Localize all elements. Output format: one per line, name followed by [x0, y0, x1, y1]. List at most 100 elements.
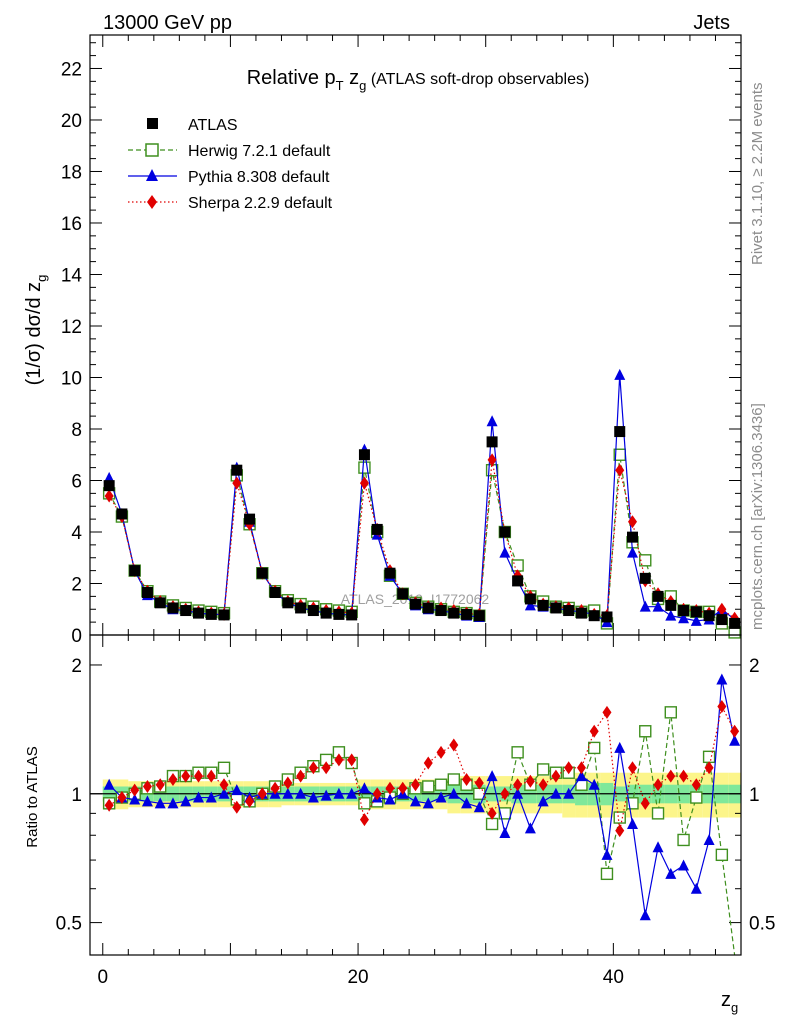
ratio-point — [691, 778, 701, 792]
ratio-point — [447, 773, 460, 786]
series-line-ratio — [108, 704, 736, 831]
ratio-point — [117, 791, 127, 805]
data-point — [486, 415, 498, 427]
ratio-point — [398, 781, 408, 795]
ratio-point — [551, 769, 561, 783]
ratio-point — [690, 882, 702, 894]
legend-item-pythia: Pythia 8.308 default — [128, 169, 330, 186]
legend-marker-atlas — [147, 118, 158, 129]
ratio-point — [193, 791, 204, 803]
data-point — [307, 605, 319, 617]
ratio-point — [435, 791, 447, 803]
ratio-point — [602, 705, 612, 719]
data-point — [678, 605, 690, 617]
ratio-point — [500, 787, 510, 801]
data-point — [601, 611, 613, 623]
data-point — [575, 607, 587, 619]
header-left: 13000 GeV pp — [103, 12, 232, 34]
legend-label-atlas: ATLAS — [188, 117, 238, 134]
data-point — [615, 463, 625, 477]
ratio-frame — [89, 634, 742, 956]
ratio-point — [702, 750, 716, 764]
legend-item-herwig: Herwig 7.2.1 default — [128, 143, 331, 160]
data-point — [333, 608, 345, 620]
y-tick-label: 16 — [61, 214, 82, 235]
data-point — [384, 567, 396, 579]
ratio-point — [346, 787, 358, 799]
ratio-point — [155, 778, 165, 792]
ratio-point — [104, 798, 114, 812]
data-point — [269, 587, 281, 599]
ratio-point — [537, 795, 549, 807]
data-point — [665, 609, 677, 621]
ratio-point — [205, 791, 217, 803]
ratio-point — [142, 779, 152, 793]
legend-item-atlas: ATLAS — [147, 117, 238, 134]
ratio-point — [385, 781, 395, 795]
x-tick-label: 20 — [347, 967, 368, 988]
ratio-point — [296, 769, 306, 783]
ratio-point — [538, 778, 548, 792]
y-tick-label: 4 — [71, 523, 82, 544]
ratio-point — [564, 761, 574, 775]
data-point — [678, 612, 690, 624]
data-point — [103, 480, 115, 492]
ratio-point — [717, 699, 727, 713]
y-tick-label: 2 — [71, 574, 82, 595]
y-tick-label: 18 — [61, 162, 82, 183]
y-tick-label: 14 — [61, 265, 83, 286]
data-point — [358, 461, 371, 474]
data-point — [639, 600, 651, 612]
ratio-point — [677, 833, 690, 847]
data-point — [473, 610, 485, 622]
data-point — [422, 602, 434, 614]
data-point — [397, 588, 409, 600]
series-pythia — [103, 368, 741, 921]
ratio-point — [589, 724, 599, 738]
ratio-point — [563, 787, 575, 799]
ratio-point — [307, 791, 319, 803]
ratio-point — [217, 761, 231, 775]
ratio-point — [512, 787, 524, 799]
ratio-y-tick-label-left: 1 — [71, 785, 82, 806]
ratio-point — [473, 801, 485, 813]
ratio-point — [485, 817, 499, 831]
ratio-point — [434, 778, 448, 791]
ratio-point — [651, 807, 665, 820]
ratio-point — [245, 794, 255, 808]
ratio-point — [411, 778, 420, 792]
mcplots-label: mcplots.cern.ch [arXiv:1306.3436] — [749, 403, 766, 630]
data-point — [358, 449, 370, 461]
ratio-point — [600, 867, 614, 881]
ratio-point — [499, 826, 511, 838]
data-point — [614, 426, 626, 438]
ratio-point — [474, 776, 484, 790]
ratio-y-tick-label-left: 0.5 — [56, 914, 82, 935]
series-atlas — [103, 426, 741, 629]
rivet-label: Rivet 3.1.10, ≥ 2.2M events — [749, 83, 766, 266]
ratio-y-tick-label-right: 1 — [749, 785, 760, 806]
ratio-y-tick-label-right: 0.5 — [749, 914, 775, 935]
ratio-point — [627, 817, 638, 829]
ratio-point — [715, 848, 729, 862]
legend-label-sherpa: Sherpa 2.2.9 default — [188, 195, 333, 212]
data-point — [665, 599, 677, 611]
ratio-point — [141, 795, 153, 807]
ratio-point — [359, 813, 369, 827]
data-point — [205, 608, 217, 620]
data-point — [154, 597, 166, 609]
ratio-point — [487, 806, 497, 820]
data-point — [116, 508, 128, 520]
ratio-point — [232, 800, 242, 814]
data-point — [231, 464, 243, 476]
ratio-point — [730, 724, 740, 738]
x-axis-label: zg — [721, 989, 738, 1015]
ratio-point — [448, 787, 460, 799]
ratio-point — [358, 782, 370, 794]
ratio-point — [575, 770, 587, 782]
ratio-point — [372, 787, 382, 801]
top-ylabel: (1/σ) dσ/d zg — [23, 275, 49, 386]
